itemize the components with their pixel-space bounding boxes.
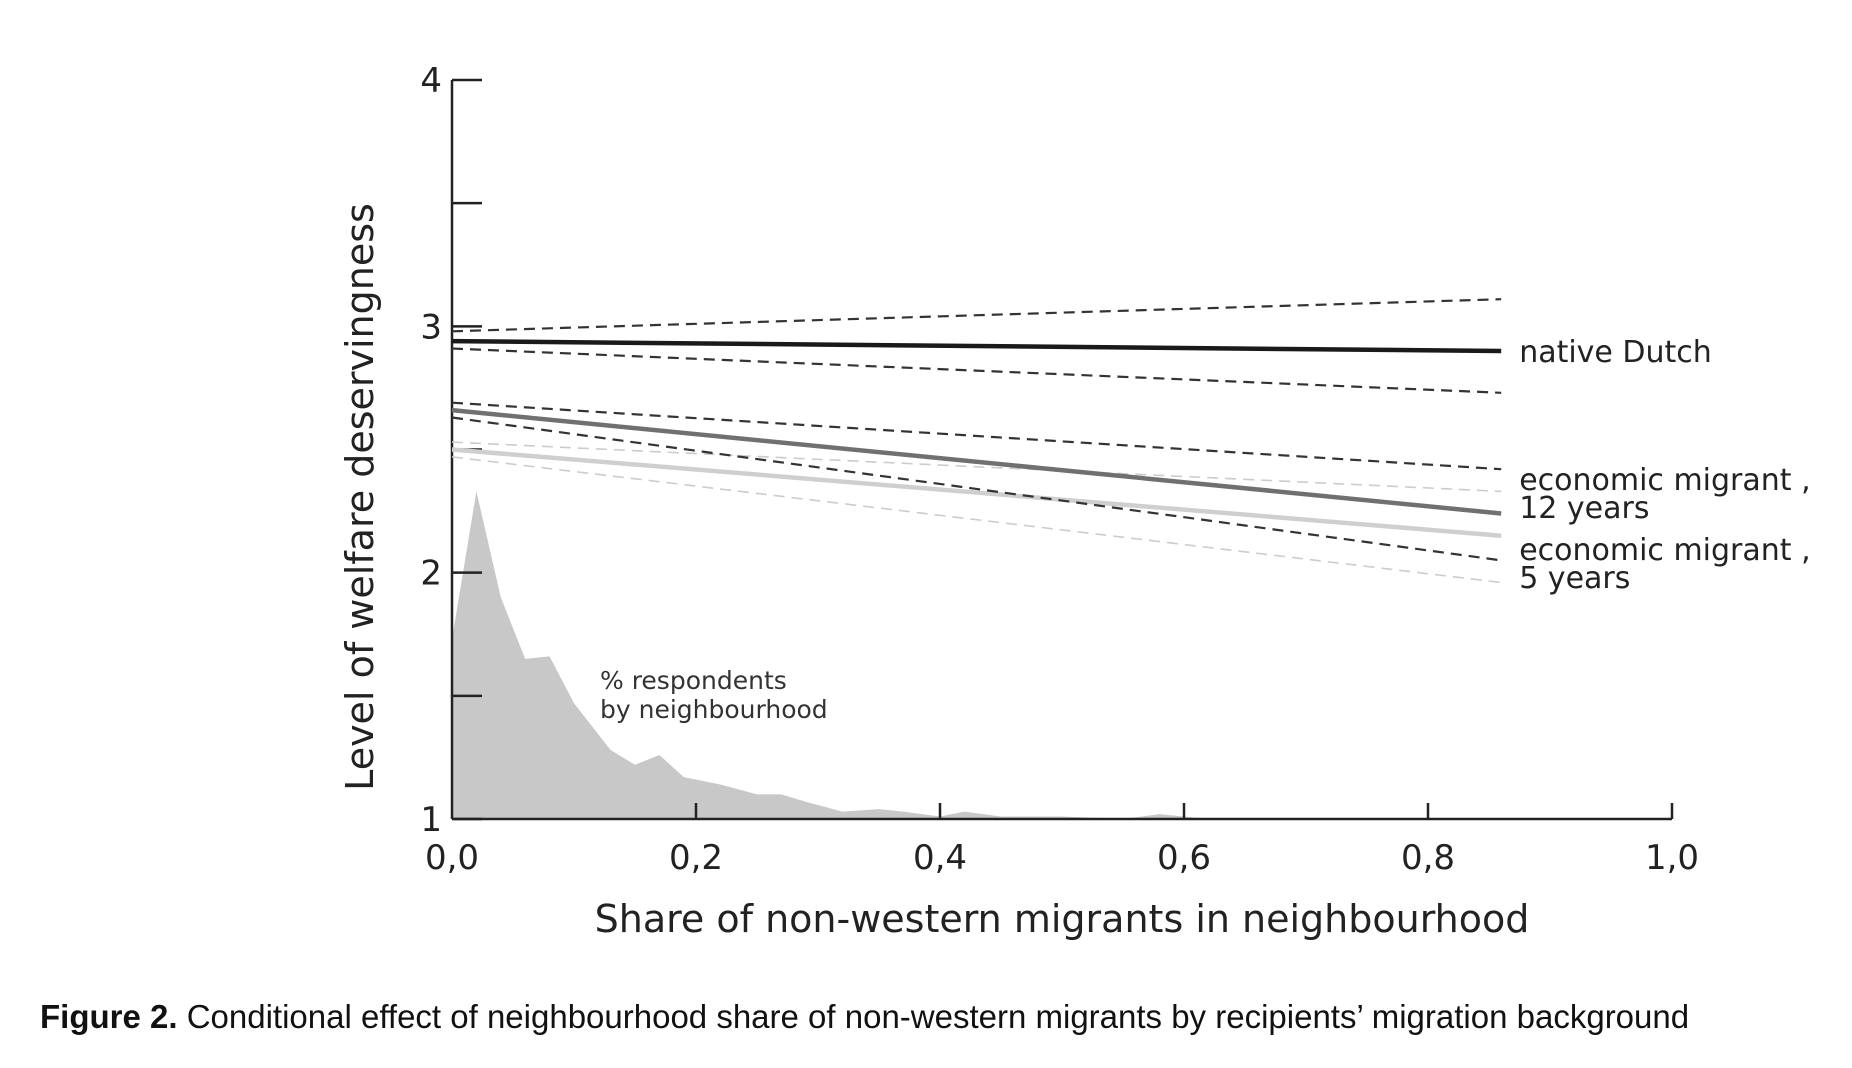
x-tick-label: 0,0 (425, 838, 479, 878)
caption-text: Conditional effect of neighbourhood shar… (186, 998, 1690, 1035)
series-label-1-line-1: native Dutch (1519, 335, 1712, 370)
y-tick-label: 2 (420, 554, 442, 594)
x-tick-label: 0,4 (913, 838, 967, 878)
ci-lower-line-3 (451, 456, 1502, 584)
x-axis-title: Share of non-western migrants in neighbo… (595, 897, 1530, 941)
ci-upper-line-1 (451, 298, 1502, 333)
histogram-area (452, 491, 1502, 819)
axes-layer: 1 2 3 4 0,0 0,2 0,4 0,6 0,8 1,0 (420, 61, 1699, 878)
series-layer (451, 298, 1502, 584)
series-label-3-line-1: economic migrant , (1519, 533, 1810, 568)
y-tick-label: 4 (420, 61, 442, 101)
series-line-2 (451, 407, 1502, 516)
series-label-3-line-2: 5 years (1519, 561, 1630, 596)
ci-lower-line-1 (451, 347, 1502, 394)
ci-upper-line-2 (451, 401, 1502, 471)
caption-label: Figure 2. (40, 998, 178, 1035)
series-line-3 (451, 447, 1502, 538)
y-tick-label: 1 (420, 800, 442, 840)
figure-caption: Figure 2. Conditional effect of neighbou… (40, 998, 1689, 1036)
x-tick-label: 0,2 (669, 838, 723, 878)
series-label-2-line-2: 12 years (1519, 491, 1649, 526)
series-label-2-line-1: economic migrant , (1519, 463, 1810, 498)
x-tick-label: 1,0 (1645, 838, 1699, 878)
histogram-label-line-1: % respondents (600, 666, 787, 695)
histogram-label-line-2: by neighbourhood (600, 695, 828, 724)
y-axis-title: Level of welfare deservingness (338, 203, 382, 791)
y-tick-label: 3 (420, 307, 442, 347)
ci-lower-line-2 (451, 416, 1502, 562)
ci-upper-line-3 (451, 441, 1502, 493)
x-tick-label: 0,6 (1157, 838, 1211, 878)
series-line-1 (451, 338, 1502, 354)
x-tick-label: 0,8 (1401, 838, 1455, 878)
